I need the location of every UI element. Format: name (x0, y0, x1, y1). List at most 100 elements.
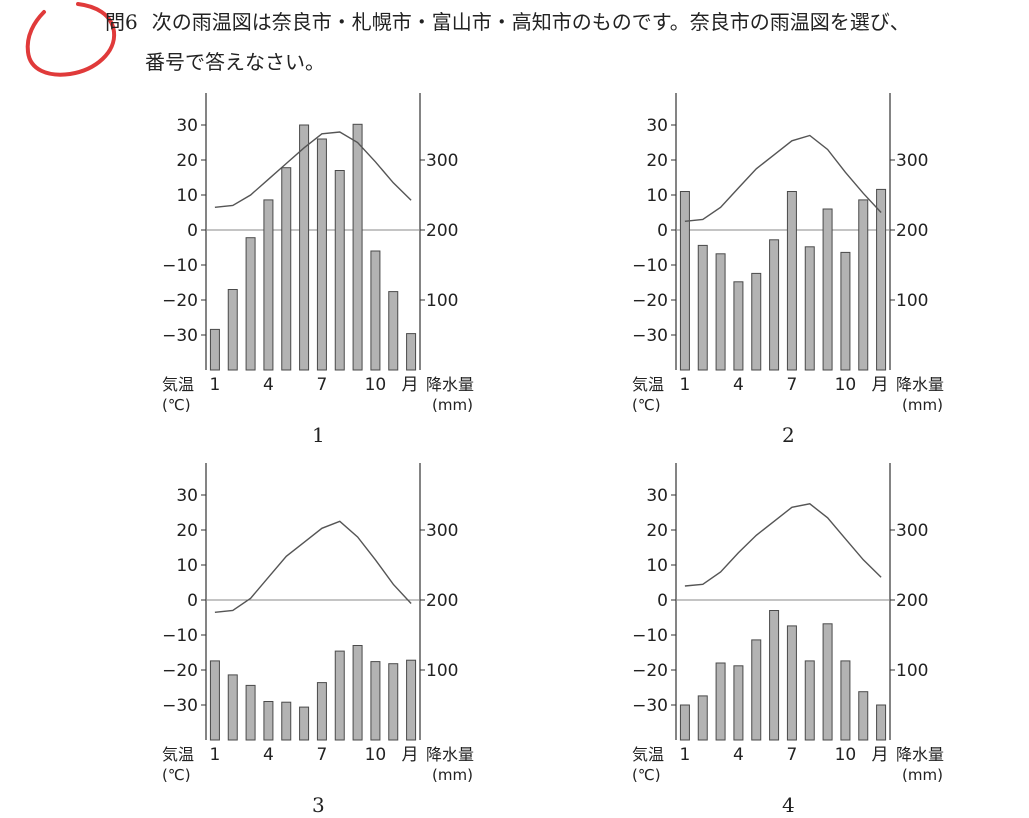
month-tick-label: 10 (835, 375, 857, 395)
temperature-line (684, 503, 882, 587)
climate-chart-2: 30 20 10 0 −10 −20 −30 300 200 100 1 4 7 10 月気温 (℃) 降水量(… (630, 88, 1000, 448)
precip-bar-month-1 (209, 660, 220, 741)
month-unit-label: 月 (402, 375, 419, 395)
temp-tick-label: 10 (646, 556, 668, 576)
month-tick-label: 4 (263, 375, 274, 395)
precip-bar-month-7 (786, 625, 797, 741)
precip-tick-label: 300 (896, 151, 928, 171)
temp-tick-label: 30 (646, 116, 668, 136)
precip-axis-label: 降水量 (896, 745, 944, 764)
precip-bar-month-4 (733, 665, 744, 741)
precip-bar-month-5 (281, 167, 292, 371)
question-text: 問6 次の雨温図は奈良市・札幌市・富山市・高知市のものです。奈良市の雨温図を選び、… (105, 2, 1005, 82)
precip-axis-label: 降水量 (426, 375, 474, 394)
red-check-mark (25, 2, 117, 77)
month-unit-label: 月 (402, 745, 419, 765)
precip-bar-month-6 (299, 124, 310, 371)
precip-bar-month-10 (370, 661, 381, 741)
precip-bar-month-4 (263, 199, 274, 371)
precip-bar-month-4 (263, 701, 274, 741)
precip-tick-label: 100 (896, 291, 928, 311)
precip-bar-month-7 (786, 191, 797, 371)
temperature-line (214, 520, 412, 613)
temp-tick-label: 30 (646, 486, 668, 506)
temp-axis-unit: (℃) (162, 766, 191, 784)
temp-tick-label: 30 (176, 486, 198, 506)
temp-axis-unit: (℃) (632, 766, 661, 784)
precip-bar-month-11 (858, 691, 869, 741)
chart-number-4: 4 (782, 793, 795, 817)
precip-bar-month-12 (876, 188, 887, 371)
precip-bar-month-5 (751, 272, 762, 371)
precip-tick-label: 300 (426, 151, 458, 171)
precip-axis-unit: (mm) (432, 766, 473, 784)
precip-tick-label: 300 (426, 521, 458, 541)
temp-tick-label: 10 (176, 556, 198, 576)
precip-bar-month-7 (316, 138, 327, 371)
month-tick-label: 7 (317, 745, 328, 765)
precip-bar-month-4 (733, 281, 744, 371)
temp-tick-label: −30 (632, 326, 668, 346)
precip-bar-month-10 (840, 251, 851, 371)
chart-number-2: 2 (782, 423, 795, 447)
climate-chart-1: 30 20 10 0 −10 −20 −30 300 200 100 1 4 7 10 月気温 (℃) 降水量(… (160, 88, 530, 448)
question-line-2: 番号で答えなさい。 (145, 50, 325, 74)
precip-tick-label: 200 (896, 591, 928, 611)
precip-bar-month-6 (299, 706, 310, 741)
precip-bar-month-8 (804, 246, 815, 371)
precip-axis-unit: (mm) (902, 766, 943, 784)
precip-axis-unit: (mm) (432, 396, 473, 414)
temp-tick-label: 20 (646, 521, 668, 541)
question-number: 問6 (105, 10, 138, 34)
month-unit-label: 月 (872, 745, 889, 765)
precip-bar-month-10 (370, 250, 381, 371)
month-tick-label: 1 (680, 745, 691, 765)
precip-bar-month-10 (840, 660, 851, 741)
temp-tick-label: 10 (176, 186, 198, 206)
month-tick-label: 4 (733, 745, 744, 765)
temp-tick-label: −30 (162, 326, 198, 346)
precip-bar-month-6 (769, 610, 780, 741)
month-tick-label: 10 (835, 745, 857, 765)
temp-tick-label: 20 (646, 151, 668, 171)
precip-bar-month-8 (334, 170, 345, 371)
month-tick-label: 10 (365, 745, 387, 765)
precip-bar-month-1 (679, 191, 690, 371)
precip-bar-month-8 (804, 660, 815, 741)
temp-tick-label: −10 (632, 256, 668, 276)
precip-tick-label: 100 (896, 661, 928, 681)
temp-axis-label: 気温 (162, 375, 194, 394)
temp-tick-label: −20 (162, 661, 198, 681)
precip-bar-month-3 (245, 684, 256, 741)
precip-bar-month-11 (858, 199, 869, 371)
temp-tick-label: 20 (176, 151, 198, 171)
month-tick-label: 7 (787, 745, 798, 765)
precip-bar-month-11 (388, 291, 399, 371)
precip-bar-month-9 (822, 208, 833, 371)
temp-axis-label: 気温 (632, 745, 664, 764)
precip-bar-month-9 (352, 123, 363, 371)
precip-axis-label: 降水量 (426, 745, 474, 764)
precip-tick-label: 200 (896, 221, 928, 241)
month-tick-label: 1 (680, 375, 691, 395)
precip-bar-month-2 (227, 674, 238, 741)
precip-bar-month-2 (697, 695, 708, 741)
temperature-line (684, 134, 882, 222)
climate-chart-4: 30 20 10 0 −10 −20 −30 300 200 100 1 4 7 10 月気温 (℃) 降水量(… (630, 458, 1000, 818)
month-tick-label: 7 (317, 375, 328, 395)
temp-tick-label: −10 (162, 626, 198, 646)
month-tick-label: 4 (733, 375, 744, 395)
precip-bar-month-1 (679, 704, 690, 741)
precip-bar-month-11 (388, 663, 399, 741)
precip-axis-label: 降水量 (896, 375, 944, 394)
month-tick-label: 1 (210, 375, 221, 395)
precip-tick-label: 200 (426, 221, 458, 241)
temp-axis-label: 気温 (162, 745, 194, 764)
precip-tick-label: 200 (426, 591, 458, 611)
temp-tick-label: −10 (632, 626, 668, 646)
precip-bar-month-3 (245, 237, 256, 371)
precip-bar-month-5 (751, 639, 762, 741)
